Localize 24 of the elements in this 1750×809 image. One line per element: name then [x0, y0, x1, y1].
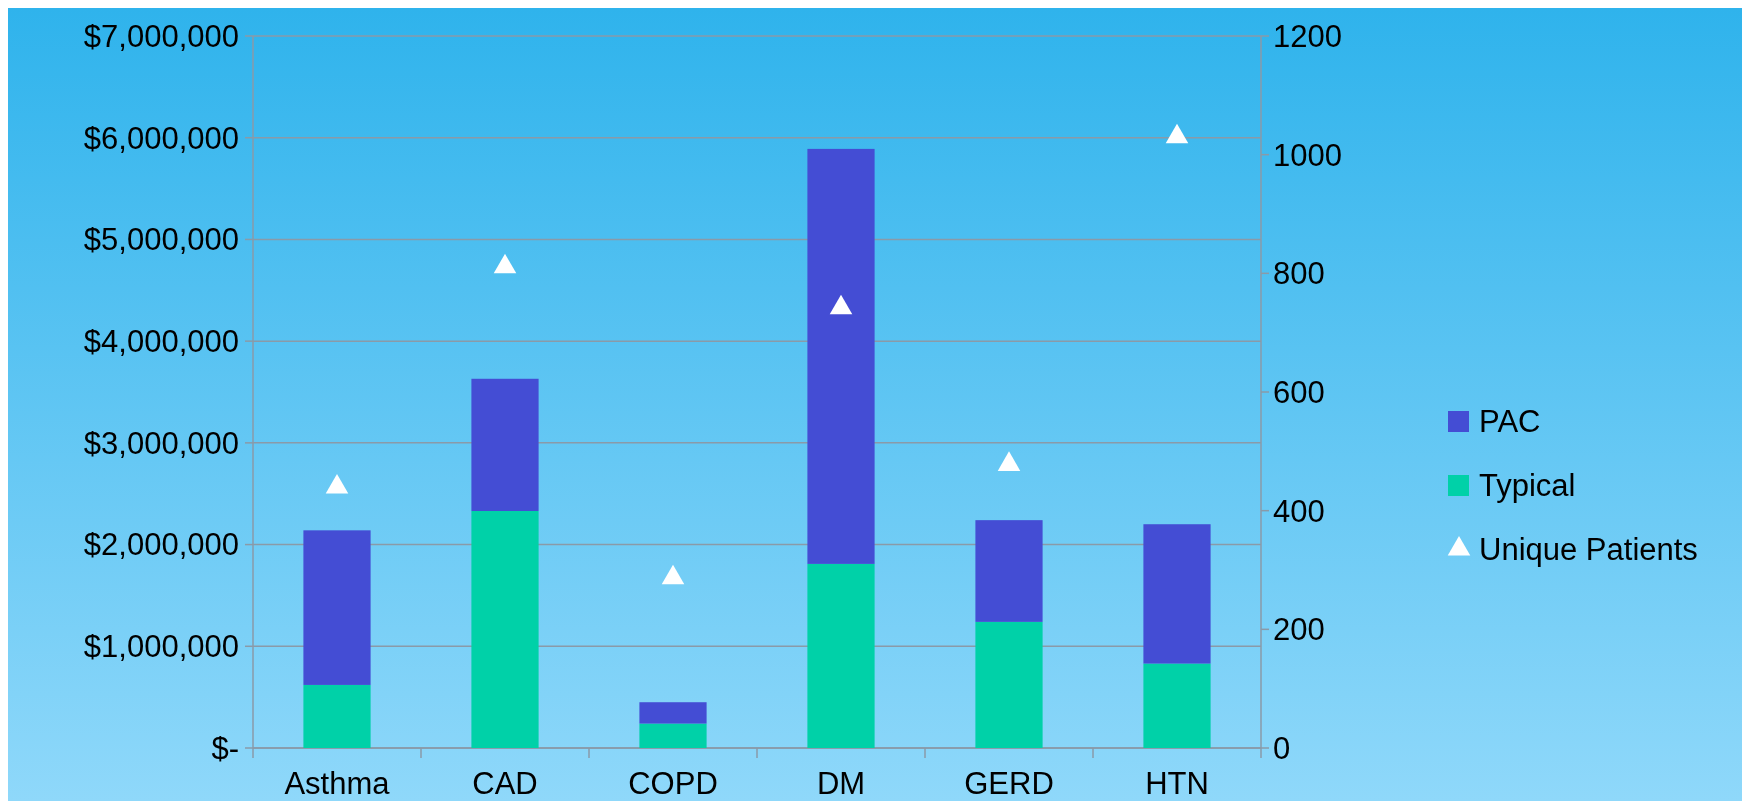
y-tick-label: $-	[211, 730, 239, 766]
x-tick-label: CAD	[472, 766, 538, 801]
x-tick-label: HTN	[1145, 766, 1209, 801]
legend-label: PAC	[1479, 403, 1541, 439]
x-tick-label: GERD	[964, 766, 1054, 801]
y2-tick-label: 400	[1273, 493, 1325, 529]
y2-tick-label: 600	[1273, 374, 1325, 410]
y2-tick-label: 1000	[1273, 137, 1342, 173]
legend-label: Typical	[1479, 467, 1576, 503]
y-tick-label: $6,000,000	[83, 120, 239, 156]
y-tick-label: $2,000,000	[83, 527, 239, 563]
y-tick-label: $7,000,000	[83, 18, 239, 54]
y2-tick-label: 200	[1273, 612, 1325, 648]
y-tick-label: $3,000,000	[83, 425, 239, 461]
legend-label: Unique Patients	[1479, 531, 1698, 567]
x-tick-label: Asthma	[284, 766, 391, 801]
y2-tick-label: 0	[1273, 730, 1291, 766]
y-tick-label: $5,000,000	[83, 222, 239, 258]
y2-tick-label: 1200	[1273, 18, 1342, 54]
x-tick-label: DM	[816, 766, 866, 801]
y-tick-label: $4,000,000	[83, 323, 239, 359]
x-tick-label: COPD	[628, 766, 718, 801]
y2-tick-label: 800	[1273, 256, 1325, 292]
y-tick-label: $1,000,000	[83, 629, 239, 665]
